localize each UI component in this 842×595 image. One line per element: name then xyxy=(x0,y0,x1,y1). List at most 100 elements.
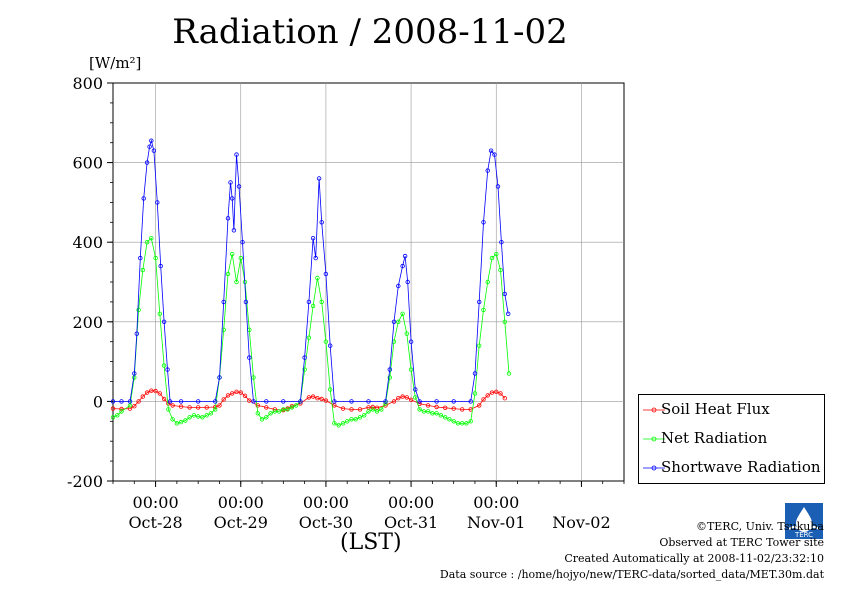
data-point-shortwave-radiation xyxy=(451,399,456,404)
data-point-shortwave-radiation xyxy=(127,399,133,404)
data-point-shortwave-radiation xyxy=(413,387,418,392)
data-point-soil-heat-flux xyxy=(136,399,141,404)
y-tick-label: 0 xyxy=(93,392,103,411)
data-point-soil-heat-flux xyxy=(315,396,320,401)
data-point-net-radiation xyxy=(434,411,439,416)
data-point-net-radiation xyxy=(408,367,414,372)
data-point-shortwave-radiation xyxy=(158,263,163,269)
data-point-shortwave-radiation xyxy=(481,220,486,225)
data-point-soil-heat-flux xyxy=(370,404,375,410)
data-point-shortwave-radiation xyxy=(417,399,422,404)
data-point-net-radiation xyxy=(447,417,452,422)
series-line-shortwave-radiation xyxy=(113,139,509,402)
data-point-soil-heat-flux xyxy=(242,393,248,398)
data-point-net-radiation xyxy=(229,251,235,257)
data-point-net-radiation xyxy=(460,421,465,426)
data-point-net-radiation xyxy=(178,419,184,425)
x-tick-time-label: 00:00 xyxy=(133,493,179,512)
data-point-net-radiation xyxy=(110,415,116,420)
data-point-soil-heat-flux xyxy=(349,407,354,412)
data-point-shortwave-radiation xyxy=(251,399,256,404)
data-point-shortwave-radiation xyxy=(316,176,322,181)
data-point-shortwave-radiation xyxy=(229,196,235,201)
data-point-shortwave-radiation xyxy=(132,371,137,376)
data-point-net-radiation xyxy=(281,407,286,412)
data-point-shortwave-radiation xyxy=(217,375,222,380)
data-point-net-radiation xyxy=(306,335,312,340)
x-tick-date-label: Oct-28 xyxy=(128,513,182,532)
data-point-shortwave-radiation xyxy=(225,216,231,221)
data-point-shortwave-radiation xyxy=(492,152,497,157)
data-point-net-radiation xyxy=(345,419,350,424)
x-tick-time-label: 00:00 xyxy=(218,493,264,512)
data-point-soil-heat-flux xyxy=(485,393,490,398)
data-point-net-radiation xyxy=(387,375,392,380)
data-point-net-radiation xyxy=(153,255,158,261)
data-point-soil-heat-flux xyxy=(404,395,409,400)
data-point-net-radiation xyxy=(336,423,341,428)
data-point-shortwave-radiation xyxy=(247,355,252,360)
legend: Soil Heat Flux Net Radiation Shortwave R… xyxy=(638,394,825,484)
data-point-shortwave-radiation xyxy=(313,255,318,261)
data-point-shortwave-radiation xyxy=(349,399,354,404)
data-point-shortwave-radiation xyxy=(264,399,269,404)
data-point-soil-heat-flux xyxy=(494,389,499,394)
data-point-shortwave-radiation xyxy=(502,291,507,297)
data-point-net-radiation xyxy=(310,303,316,309)
data-point-shortwave-radiation xyxy=(167,399,173,404)
data-point-net-radiation xyxy=(161,363,167,368)
data-point-net-radiation xyxy=(115,413,120,418)
data-point-soil-heat-flux xyxy=(178,404,184,409)
data-point-net-radiation xyxy=(170,417,175,422)
data-point-shortwave-radiation xyxy=(234,152,239,157)
data-point-net-radiation xyxy=(472,391,478,396)
data-point-net-radiation xyxy=(430,411,435,416)
data-point-net-radiation xyxy=(157,311,162,316)
data-point-shortwave-radiation xyxy=(119,399,124,404)
data-point-net-radiation xyxy=(353,417,358,422)
plot-frame xyxy=(112,82,625,482)
legend-marker-net xyxy=(643,436,665,442)
data-point-net-radiation xyxy=(417,407,422,412)
x-axis-ticks: 00:00Oct-2800:00Oct-2900:00Oct-3000:00Oc… xyxy=(112,481,625,532)
data-point-soil-heat-flux xyxy=(323,398,329,403)
legend-label: Net Radiation xyxy=(661,429,768,447)
data-point-shortwave-radiation xyxy=(506,311,511,316)
series-soil-heat-flux xyxy=(110,388,507,413)
data-point-soil-heat-flux xyxy=(140,394,145,399)
data-point-net-radiation xyxy=(174,421,180,426)
legend-item-shortwave-radiation: Shortwave Radiation xyxy=(639,457,824,479)
data-point-soil-heat-flux xyxy=(264,405,269,410)
data-point-shortwave-radiation xyxy=(195,399,201,404)
y-tick-label: 200 xyxy=(72,313,103,332)
data-point-shortwave-radiation xyxy=(400,263,405,269)
data-point-soil-heat-flux xyxy=(221,397,226,402)
data-point-soil-heat-flux xyxy=(153,388,158,394)
data-point-soil-heat-flux xyxy=(247,398,252,403)
data-point-shortwave-radiation xyxy=(332,399,337,404)
data-point-net-radiation xyxy=(455,421,461,426)
data-point-soil-heat-flux xyxy=(481,397,486,402)
data-point-shortwave-radiation xyxy=(396,283,401,289)
data-point-net-radiation xyxy=(127,403,133,408)
x-tick-date-label: Oct-29 xyxy=(214,513,268,532)
data-point-shortwave-radiation xyxy=(472,371,478,376)
y-axis-unit-label: [W/m²] xyxy=(89,54,142,72)
data-point-shortwave-radiation xyxy=(328,343,333,348)
data-point-soil-heat-flux xyxy=(234,389,239,394)
data-point-net-radiation xyxy=(149,235,154,241)
data-point-net-radiation xyxy=(425,409,431,414)
data-point-soil-heat-flux xyxy=(443,405,448,410)
legend-item-soil-heat-flux: Soil Heat Flux xyxy=(639,399,824,421)
x-tick-date-label: Nov-01 xyxy=(467,513,525,532)
data-point-net-radiation xyxy=(234,279,239,285)
data-point-shortwave-radiation xyxy=(408,339,414,344)
data-point-shortwave-radiation xyxy=(240,239,245,245)
observed-text: Observed at TERC Tower site xyxy=(659,536,824,549)
data-point-soil-heat-flux xyxy=(149,388,154,393)
data-point-net-radiation xyxy=(362,413,367,418)
data-point-shortwave-radiation xyxy=(468,399,473,404)
data-point-shortwave-radiation xyxy=(323,271,329,277)
series-group xyxy=(110,138,512,428)
